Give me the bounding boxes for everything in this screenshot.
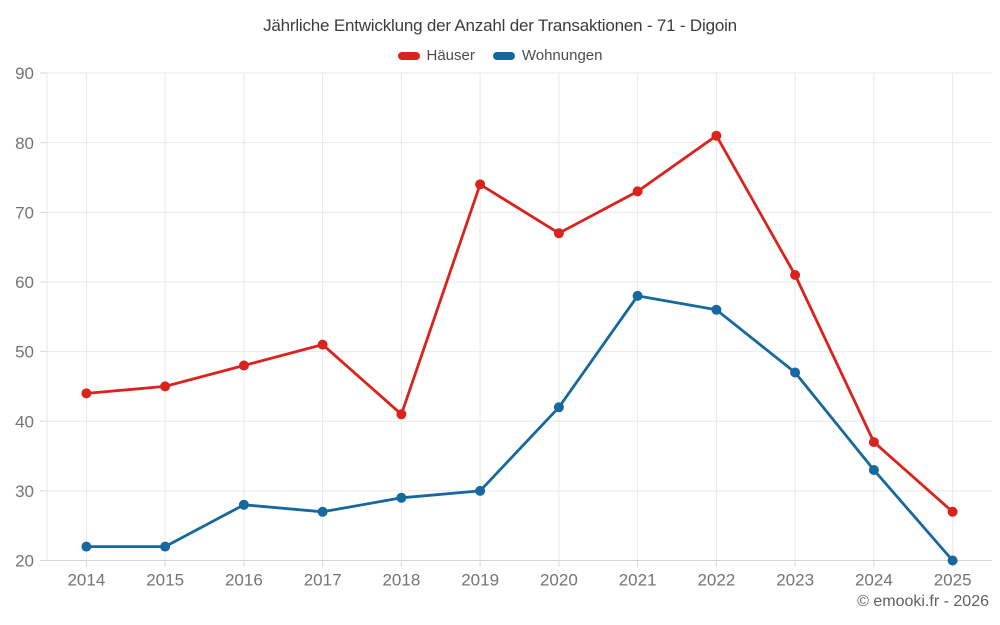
data-point[interactable] (947, 506, 958, 517)
data-point[interactable] (160, 381, 171, 392)
legend: Häuser Wohnungen (0, 47, 1000, 64)
data-point[interactable] (396, 409, 407, 420)
series-line-1 (85, 294, 954, 562)
x-grid: 2014 2015 2016 2017 2018 2019 2020 2021 2022 2023… (46, 73, 992, 590)
data-point[interactable] (947, 555, 958, 566)
data-point[interactable] (790, 270, 801, 280)
y-tick-label: 90 (15, 64, 34, 83)
data-point[interactable] (396, 492, 407, 503)
data-point[interactable] (632, 186, 643, 197)
y-tick-label: 60 (15, 273, 34, 292)
x-tick-label: 2016 (225, 571, 263, 590)
y-tick-label: 40 (15, 412, 34, 431)
data-point[interactable] (160, 541, 171, 552)
series-line-0 (85, 134, 954, 514)
data-point[interactable] (317, 339, 328, 350)
legend-label-haeuser: Häuser (426, 47, 475, 64)
data-point[interactable] (711, 304, 722, 315)
y-tick-label: 70 (15, 203, 34, 222)
legend-swatch-haeuser (397, 51, 420, 60)
data-point[interactable] (553, 228, 564, 239)
data-point[interactable] (553, 402, 564, 413)
x-tick-label: 2017 (304, 571, 342, 590)
y-tick-label: 20 (15, 552, 34, 571)
x-tick-label: 2024 (855, 571, 893, 590)
legend-swatch-wohnungen (492, 51, 515, 60)
data-point[interactable] (81, 541, 92, 552)
legend-item-wohnungen[interactable]: Wohnungen (492, 47, 603, 64)
x-tick-label: 2015 (146, 571, 184, 590)
y-tick-label: 80 (15, 134, 34, 153)
data-point[interactable] (868, 437, 879, 448)
data-point[interactable] (81, 388, 92, 399)
legend-label-wohnungen: Wohnungen (521, 47, 603, 64)
data-point[interactable] (317, 506, 328, 517)
y-tick-label: 50 (15, 343, 34, 362)
series-0 (81, 130, 958, 517)
footer-credit: © emooki.fr - 2026 (857, 593, 989, 610)
y-grid: 20 30 40 50 60 70 80 90 (15, 64, 992, 571)
data-point[interactable] (238, 360, 249, 371)
chart-title: Jährliche Entwicklung der Anzahl der Tra… (263, 16, 737, 35)
data-point[interactable] (632, 290, 643, 301)
x-tick-label: 2025 (934, 571, 972, 590)
x-tick-label: 2019 (461, 571, 499, 590)
data-point[interactable] (711, 130, 722, 141)
data-point[interactable] (475, 179, 486, 190)
x-tick-label: 2021 (619, 571, 657, 590)
data-point[interactable] (790, 367, 801, 378)
x-tick-label: 2023 (776, 571, 814, 590)
legend-item-haeuser[interactable]: Häuser (397, 47, 475, 64)
x-tick-label: 2020 (540, 571, 578, 590)
data-point[interactable] (868, 465, 879, 475)
series-1 (81, 290, 958, 566)
x-tick-label: 2018 (382, 571, 420, 590)
x-tick-label: 2022 (697, 571, 735, 590)
data-point[interactable] (238, 499, 249, 510)
y-tick-label: 30 (15, 482, 34, 501)
x-tick-label: 2014 (67, 571, 105, 590)
data-point[interactable] (475, 485, 486, 496)
